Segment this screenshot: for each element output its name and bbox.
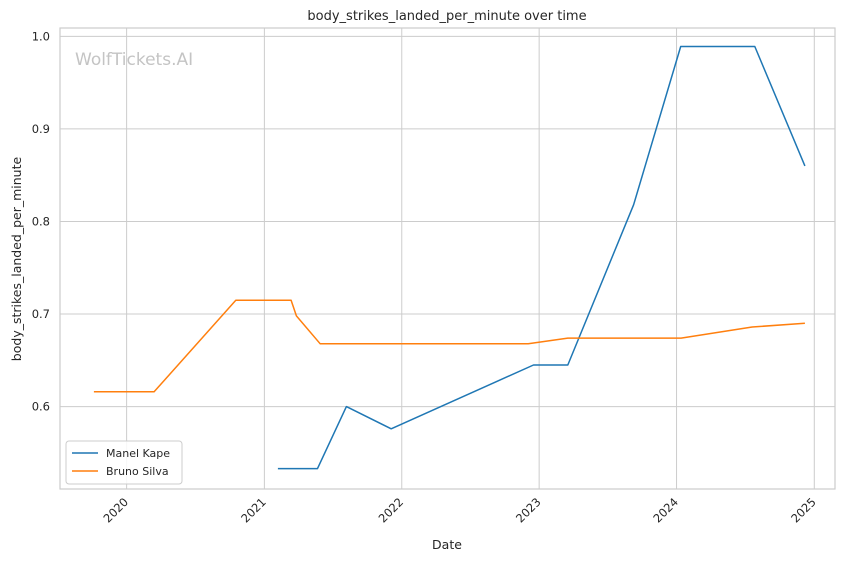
y-tick-label: 0.9 xyxy=(32,122,50,136)
legend-label-bruno-silva: Bruno Silva xyxy=(106,465,169,478)
y-tick-label: 1.0 xyxy=(32,29,50,43)
y-tick-label: 0.6 xyxy=(32,400,50,414)
series-line-manel-kape xyxy=(277,45,806,470)
x-tick-label: 2022 xyxy=(376,495,407,526)
y-tick-label: 0.7 xyxy=(32,307,50,321)
plot-frame xyxy=(59,27,836,490)
series-line-bruno-silva xyxy=(93,299,805,393)
x-tick-label: 2025 xyxy=(788,495,819,526)
chart-title: body_strikes_landed_per_minute over time xyxy=(307,9,586,24)
y-axis-ticks: 0.6 0.7 0.8 0.9 1.0 xyxy=(32,29,50,413)
x-tick-label: 2021 xyxy=(238,495,269,526)
legend-box xyxy=(65,440,183,485)
watermark: WolfTickets.AI xyxy=(75,50,193,70)
series-lines xyxy=(93,45,806,470)
x-axis-ticks: 2020 2021 2022 2023 2024 2025 xyxy=(100,495,818,526)
x-axis-label: Date xyxy=(432,537,462,552)
x-tick-label: 2020 xyxy=(100,495,131,526)
legend: Manel Kape Bruno Silva xyxy=(65,440,183,485)
y-tick-label: 0.8 xyxy=(32,214,50,228)
x-tick-label: 2024 xyxy=(650,495,681,526)
legend-label-manel-kape: Manel Kape xyxy=(106,447,170,460)
y-axis-label: body_strikes_landed_per_minute xyxy=(9,156,24,361)
grid xyxy=(60,28,835,489)
x-tick-label: 2023 xyxy=(513,495,544,526)
